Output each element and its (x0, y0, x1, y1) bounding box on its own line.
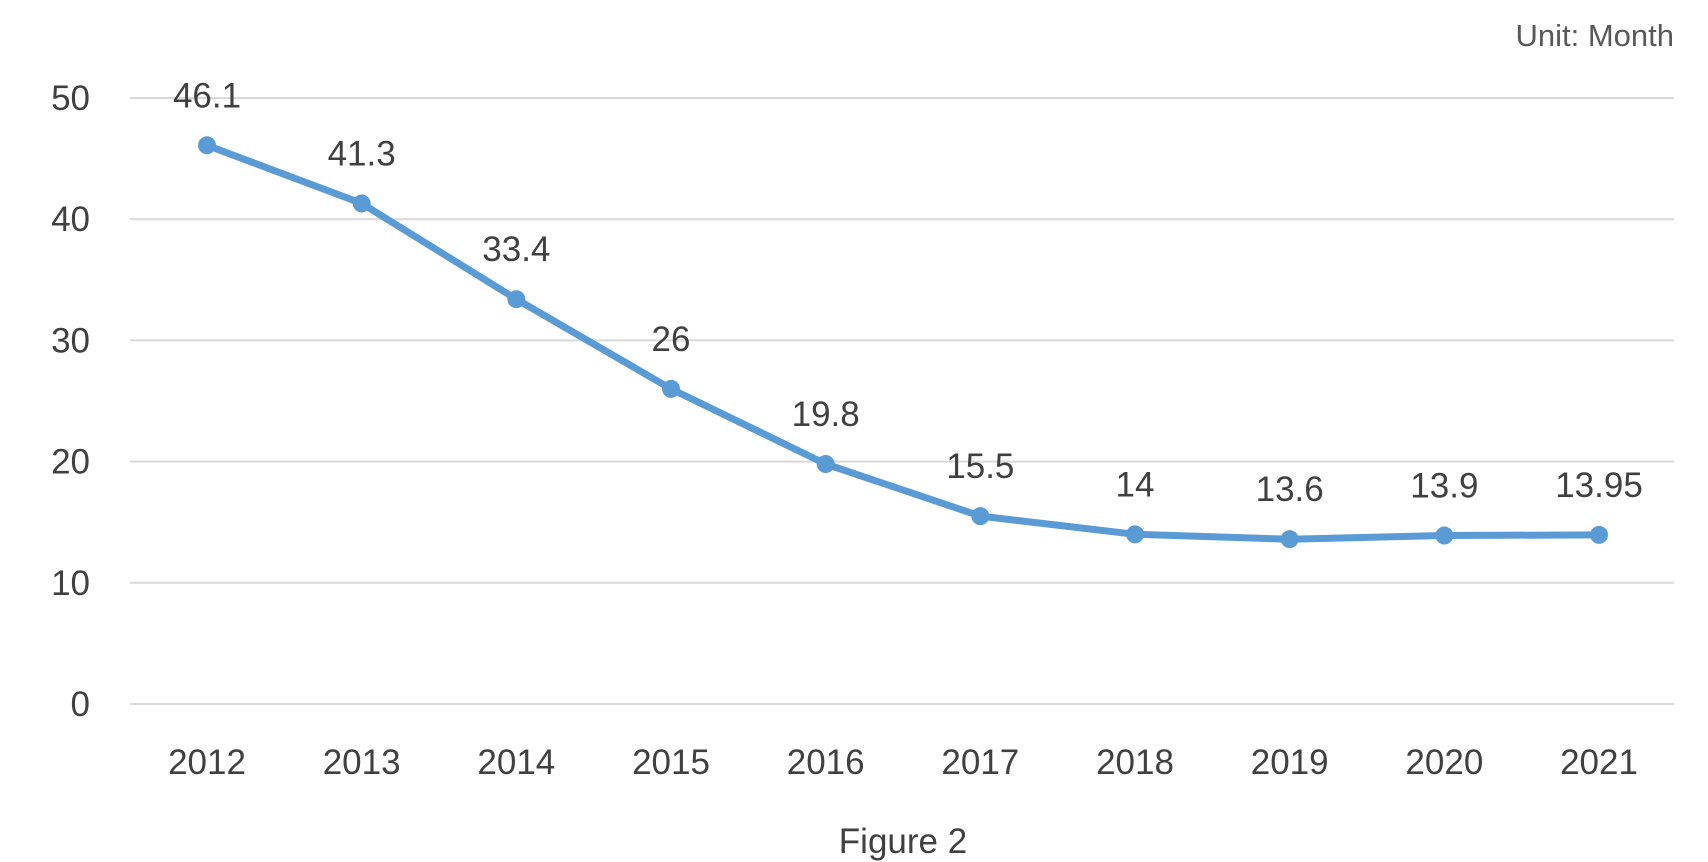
data-point (352, 194, 371, 213)
data-point (1590, 525, 1609, 544)
y-tick-label: 20 (51, 443, 90, 482)
y-tick-label: 30 (51, 321, 90, 360)
x-tick-label: 2012 (168, 743, 246, 782)
data-point (1280, 530, 1299, 549)
data-point (662, 379, 681, 398)
data-point (1126, 525, 1145, 544)
data-label: 26 (652, 320, 691, 359)
data-label: 13.9 (1410, 467, 1478, 506)
data-point (198, 136, 216, 155)
data-point (971, 507, 990, 526)
y-tick-label: 40 (51, 200, 90, 239)
y-axis-ticks: 0 10 20 30 40 50 (51, 79, 90, 724)
x-tick-label: 2020 (1405, 743, 1483, 782)
data-label: 19.8 (792, 395, 860, 434)
x-tick-label: 2018 (1096, 743, 1174, 782)
series-group (198, 136, 1609, 549)
data-point (1435, 526, 1454, 545)
data-label: 13.95 (1555, 466, 1643, 505)
x-tick-label: 2013 (323, 743, 401, 782)
x-tick-label: 2017 (941, 743, 1019, 782)
data-label: 13.6 (1256, 470, 1324, 509)
series-line (203, 141, 1603, 543)
x-tick-label: 2021 (1560, 743, 1638, 782)
x-tick-label: 2015 (632, 743, 710, 782)
data-labels: 46.1 41.3 33.4 26 19.8 15.5 14 13.6 13.9 13.95 (173, 76, 1643, 509)
data-point (507, 290, 526, 309)
x-tick-label: 2019 (1251, 743, 1329, 782)
y-tick-label: 0 (71, 685, 90, 724)
data-label: 14 (1116, 465, 1155, 504)
y-tick-label: 50 (51, 79, 90, 118)
unit-label: Unit: Month (1515, 18, 1674, 53)
x-tick-label: 2016 (787, 743, 865, 782)
x-axis-ticks: 2012 2013 2014 2015 2016 2017 2018 2019 2020 2021 (168, 743, 1638, 782)
data-label: 41.3 (328, 134, 396, 173)
gridlines (130, 97, 1674, 705)
data-point (816, 455, 835, 474)
data-label: 46.1 (173, 76, 241, 115)
data-label: 15.5 (946, 447, 1014, 486)
y-tick-label: 10 (51, 564, 90, 603)
data-label: 33.4 (482, 230, 550, 269)
figure-caption: Figure 2 (839, 822, 967, 861)
x-tick-label: 2014 (477, 743, 555, 782)
